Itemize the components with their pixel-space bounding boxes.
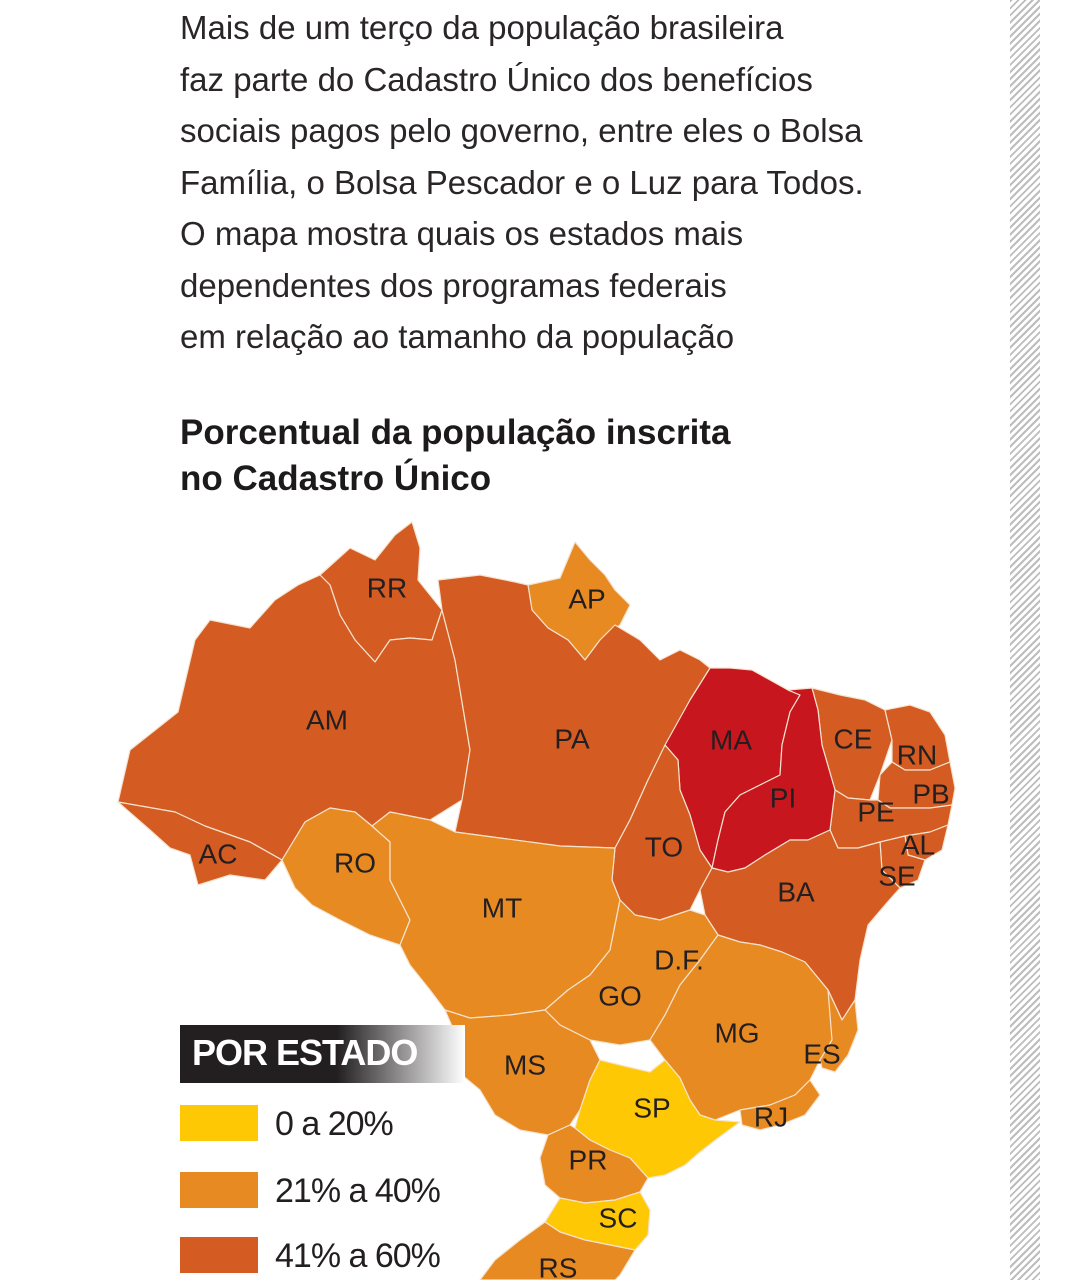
intro-line: Mais de um terço da população brasileira bbox=[180, 9, 784, 46]
intro-line: faz parte do Cadastro Único dos benefíci… bbox=[180, 60, 813, 98]
map-title: Porcentual da população inscrita no Cada… bbox=[180, 410, 880, 502]
state-label-am: AM bbox=[306, 704, 348, 735]
state-label-ac: AC bbox=[199, 838, 238, 869]
state-label-sp: SP bbox=[633, 1092, 670, 1123]
legend-header: POR ESTADO bbox=[180, 1025, 465, 1083]
state-label-rn: RN bbox=[897, 739, 937, 770]
state-label-rs: RS bbox=[539, 1252, 578, 1280]
intro-line: Família, o Bolsa Pescador e o Luz para T… bbox=[180, 163, 864, 201]
state-label-ms: MS bbox=[504, 1049, 546, 1080]
map-title-line: Porcentual da população inscrita bbox=[180, 413, 731, 452]
state-label-pe: PE bbox=[857, 796, 894, 827]
intro-paragraph: Mais de um terço da população brasileira… bbox=[180, 2, 980, 363]
state-label-pr: PR bbox=[569, 1144, 608, 1175]
state-ac bbox=[117, 801, 283, 886]
legend-item-label: 21% a 40% bbox=[275, 1172, 441, 1210]
legend-header-label: POR ESTADO bbox=[192, 1032, 418, 1073]
state-label-ap: AP bbox=[568, 583, 605, 614]
legend-swatch bbox=[180, 1105, 258, 1141]
side-hatch-stripe bbox=[1010, 0, 1040, 1280]
intro-line: sociais pagos pelo governo, entre eles o… bbox=[180, 112, 863, 149]
intro-line: em relação ao tamanho da população bbox=[180, 318, 735, 355]
state-label-mg: MG bbox=[714, 1017, 759, 1048]
state-pr bbox=[539, 1124, 649, 1204]
state-label-al: AL bbox=[901, 829, 935, 860]
state-label-to: TO bbox=[645, 831, 683, 862]
legend: POR ESTADO 0 a 20% 21% a 40% 41% a 60% bbox=[180, 1025, 480, 1280]
state-rs bbox=[479, 1221, 636, 1280]
state-label-go: GO bbox=[598, 980, 642, 1011]
state-label-pa: PA bbox=[554, 723, 590, 754]
intro-line: dependentes dos programas federais bbox=[180, 266, 727, 304]
state-label-ce: CE bbox=[834, 723, 873, 754]
state-label-es: ES bbox=[803, 1038, 840, 1069]
state-label-rj: RJ bbox=[754, 1101, 788, 1132]
legend-swatch bbox=[180, 1172, 258, 1208]
legend-item-label: 0 a 20% bbox=[275, 1105, 394, 1143]
state-label-sc: SC bbox=[599, 1202, 638, 1233]
state-rj bbox=[739, 1079, 821, 1131]
intro-line: O mapa mostra quais os estados mais bbox=[180, 215, 744, 252]
state-label-ba: BA bbox=[777, 876, 815, 907]
state-label-pi: PI bbox=[770, 782, 796, 813]
state-label-mt: MT bbox=[482, 892, 522, 923]
states-layer bbox=[117, 521, 956, 1280]
map-title-line: no Cadastro Único bbox=[180, 459, 492, 498]
state-label-df: D.F. bbox=[654, 944, 704, 975]
state-label-ma: MA bbox=[710, 724, 752, 755]
state-label-se: SE bbox=[878, 860, 915, 891]
state-es bbox=[819, 989, 859, 1073]
state-label-pb: PB bbox=[912, 778, 949, 809]
state-label-ro: RO bbox=[334, 847, 376, 878]
legend-item-label: 41% a 60% bbox=[275, 1237, 441, 1275]
legend-swatch bbox=[180, 1237, 258, 1273]
state-label-rr: RR bbox=[367, 572, 407, 603]
